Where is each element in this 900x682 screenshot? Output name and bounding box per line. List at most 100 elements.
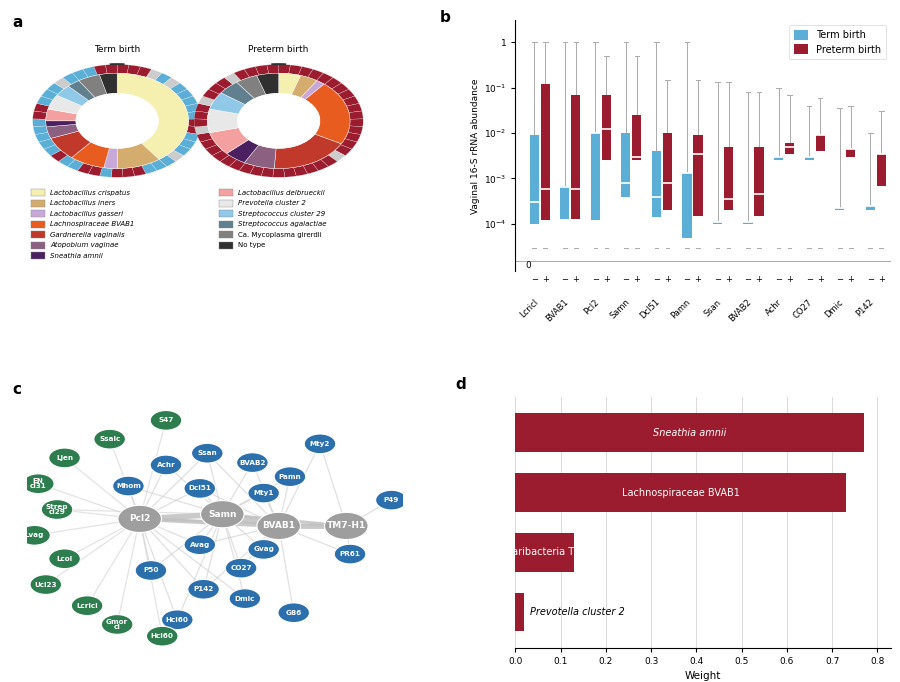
Bar [219,200,233,207]
FancyBboxPatch shape [682,173,691,237]
Text: −: − [592,275,598,284]
Wedge shape [210,128,248,153]
Wedge shape [289,65,302,75]
Text: +: + [725,275,732,284]
Text: Prevotella cluster 2: Prevotella cluster 2 [530,607,625,617]
Circle shape [161,610,193,629]
Wedge shape [54,78,71,89]
Bar [516,593,525,632]
Wedge shape [346,104,362,113]
Wedge shape [267,64,279,74]
Wedge shape [127,65,140,75]
Text: +: + [816,275,824,284]
Text: Hcl60: Hcl60 [151,633,174,639]
Wedge shape [312,160,328,170]
Text: CO27: CO27 [792,297,814,321]
Wedge shape [166,150,184,162]
Y-axis label: Vaginal 16-S rRNA abundance: Vaginal 16-S rRNA abundance [471,78,480,213]
Wedge shape [320,155,338,166]
Wedge shape [187,111,202,119]
Circle shape [94,429,125,449]
Wedge shape [35,132,51,142]
Bar [219,231,233,238]
Bar [31,221,45,228]
Text: Ssan: Ssan [702,297,723,318]
Wedge shape [279,73,301,95]
Bar [31,200,45,207]
Wedge shape [39,138,55,149]
Wedge shape [68,160,84,170]
Wedge shape [202,89,220,100]
Wedge shape [34,104,50,113]
Circle shape [49,549,80,569]
Wedge shape [250,166,264,176]
Circle shape [238,93,320,149]
Wedge shape [72,70,88,80]
Text: +: + [695,275,701,284]
Wedge shape [271,63,286,65]
Wedge shape [68,80,95,101]
Circle shape [278,603,310,623]
Circle shape [237,453,268,473]
Wedge shape [112,168,123,177]
Text: TM7-H1: TM7-H1 [327,522,366,531]
Circle shape [230,589,261,608]
Circle shape [147,626,178,646]
Bar [516,533,574,572]
Text: +: + [572,275,580,284]
Wedge shape [194,111,209,119]
FancyBboxPatch shape [815,135,824,151]
Text: −: − [531,275,538,284]
FancyBboxPatch shape [652,151,661,218]
Text: 0: 0 [526,261,531,270]
Text: Lactobacillus crispatus: Lactobacillus crispatus [50,190,130,196]
Circle shape [248,484,279,503]
Text: Dmic: Dmic [824,297,845,319]
Wedge shape [137,67,151,77]
Bar [31,189,45,196]
Wedge shape [197,132,212,142]
Text: P50: P50 [143,567,158,574]
Text: d: d [455,377,466,392]
FancyBboxPatch shape [846,149,855,157]
Wedge shape [305,84,350,144]
FancyBboxPatch shape [724,147,733,210]
Wedge shape [317,73,333,85]
Text: +: + [634,275,640,284]
Wedge shape [212,150,230,162]
Circle shape [150,411,182,430]
Circle shape [118,505,161,533]
FancyBboxPatch shape [866,206,875,210]
Text: −: − [652,275,660,284]
Circle shape [150,455,182,475]
Wedge shape [207,109,238,133]
Text: Saccharibacteria TM7-H1: Saccharibacteria TM7-H1 [483,547,607,557]
Wedge shape [184,132,199,142]
Wedge shape [185,104,201,113]
FancyBboxPatch shape [602,95,611,160]
Wedge shape [46,124,78,138]
Wedge shape [210,93,246,114]
Wedge shape [239,163,255,174]
Wedge shape [117,64,129,74]
Text: Pcl2: Pcl2 [582,297,601,316]
Wedge shape [194,126,210,134]
Text: Lcol: Lcol [57,556,73,562]
Circle shape [248,539,279,559]
Wedge shape [57,86,89,106]
Text: +: + [878,275,885,284]
Wedge shape [37,96,53,106]
Wedge shape [50,131,91,158]
Wedge shape [176,89,194,100]
Wedge shape [110,63,125,65]
FancyBboxPatch shape [530,135,539,224]
Text: Lachnospiraceae BVAB1: Lachnospiraceae BVAB1 [622,488,740,498]
Text: Term birth: Term birth [94,45,140,55]
Circle shape [192,443,223,463]
Text: +: + [603,275,610,284]
FancyBboxPatch shape [835,209,844,210]
Wedge shape [234,70,249,80]
Wedge shape [170,83,187,94]
Wedge shape [229,160,245,170]
Text: BVAB1: BVAB1 [544,297,571,323]
